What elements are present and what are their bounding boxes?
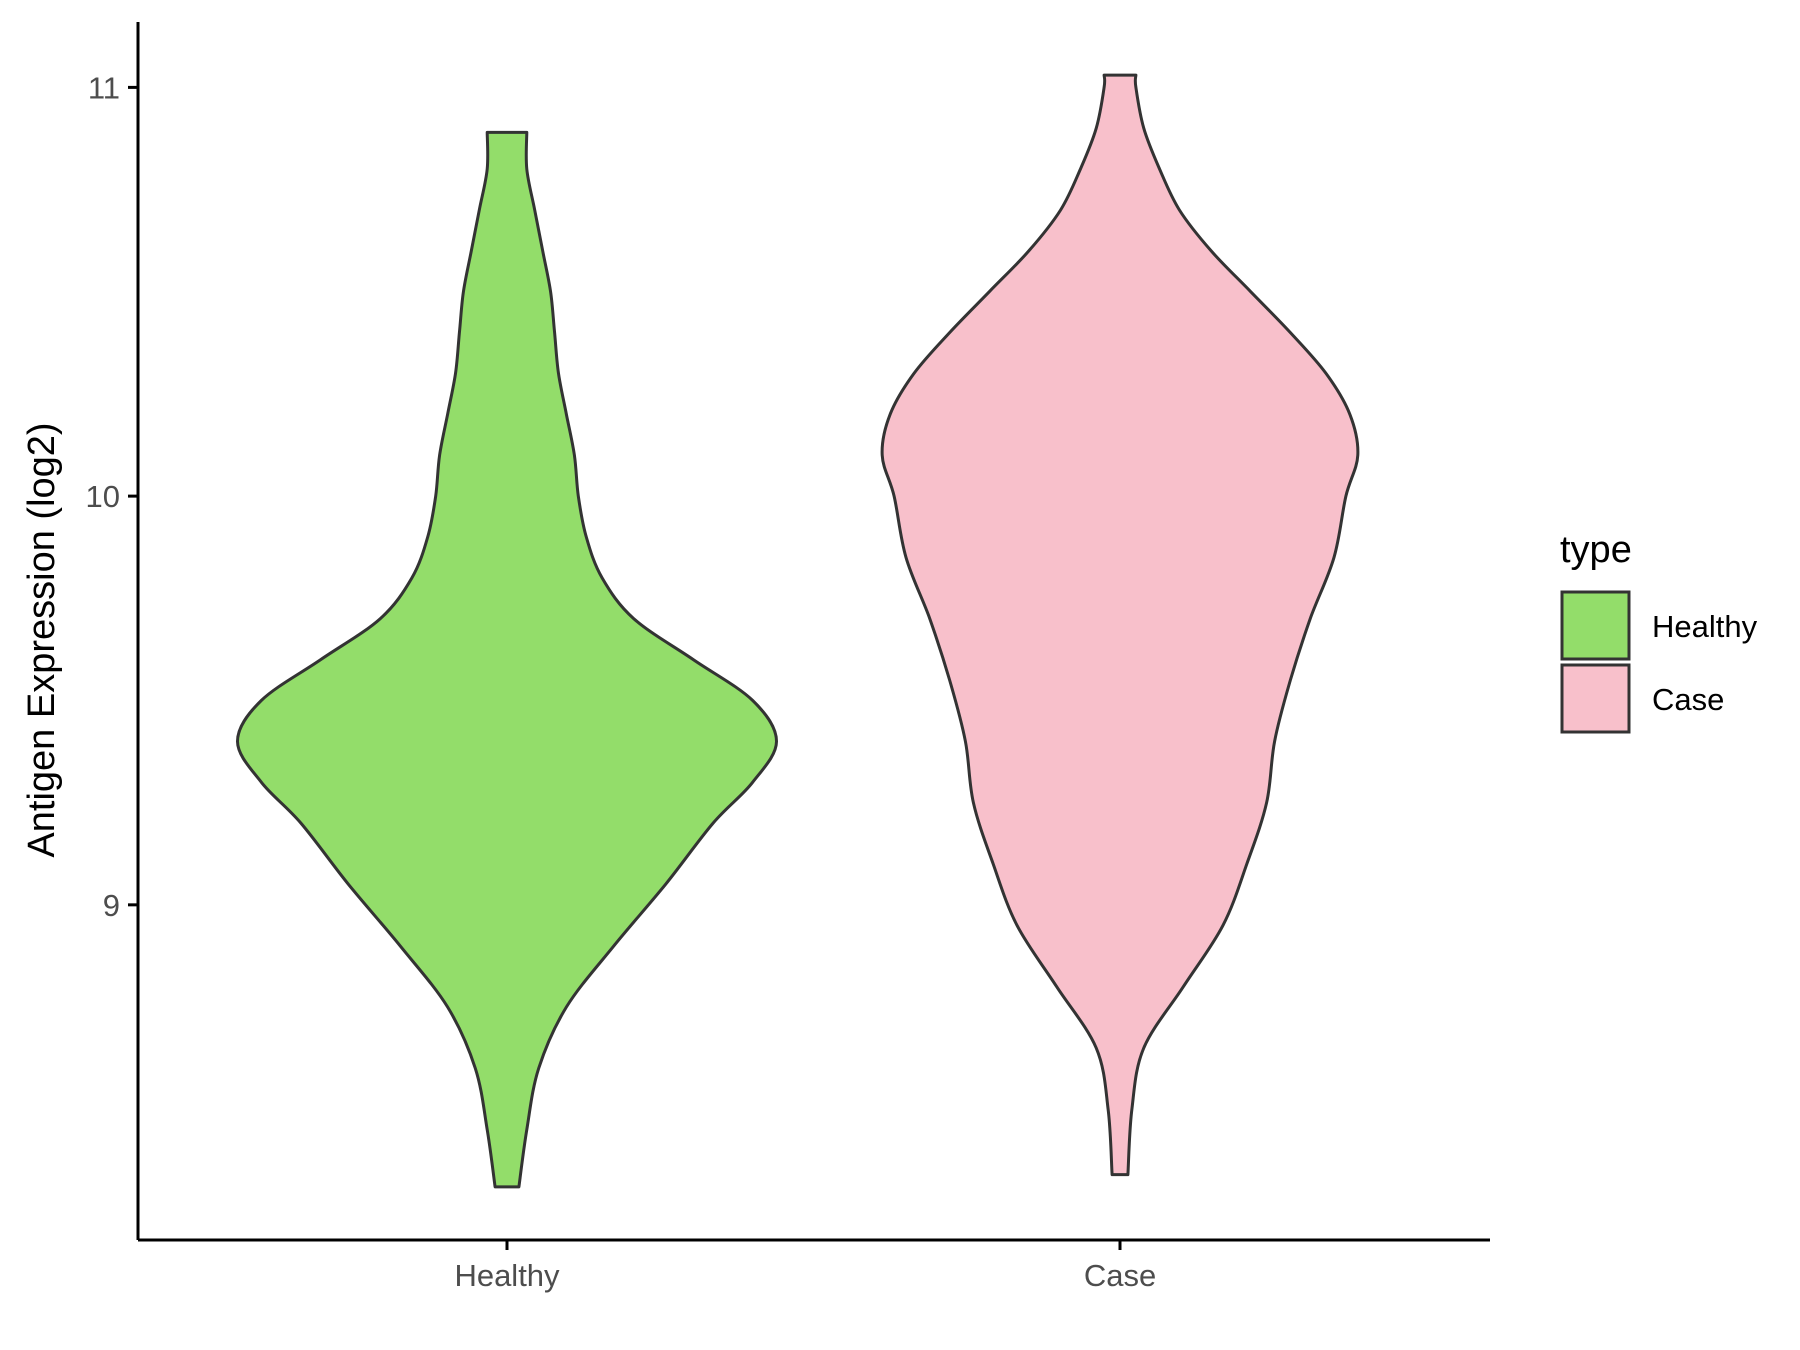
legend-label-case: Case	[1652, 682, 1724, 717]
violin-healthy	[236, 130, 778, 1189]
y-tick-label: 10	[86, 479, 120, 514]
y-tick-label: 11	[88, 70, 120, 105]
violin-layer	[236, 73, 1360, 1189]
legend-title: type	[1560, 529, 1632, 571]
legend-swatch-case	[1560, 663, 1631, 734]
y-axis-title: Antigen Expression (log2)	[21, 422, 63, 857]
legend-swatch-healthy	[1560, 590, 1631, 661]
legend: type Healthy Case	[1560, 529, 1758, 734]
y-axis-ticks: 9 10 11	[86, 70, 138, 923]
y-tick-label: 9	[103, 888, 120, 923]
x-axis-ticks: Healthy Case	[454, 1240, 1156, 1293]
x-tick-label: Case	[1084, 1258, 1156, 1293]
violin-case	[880, 73, 1360, 1177]
legend-label-healthy: Healthy	[1652, 609, 1758, 644]
x-tick-label: Healthy	[454, 1258, 560, 1293]
